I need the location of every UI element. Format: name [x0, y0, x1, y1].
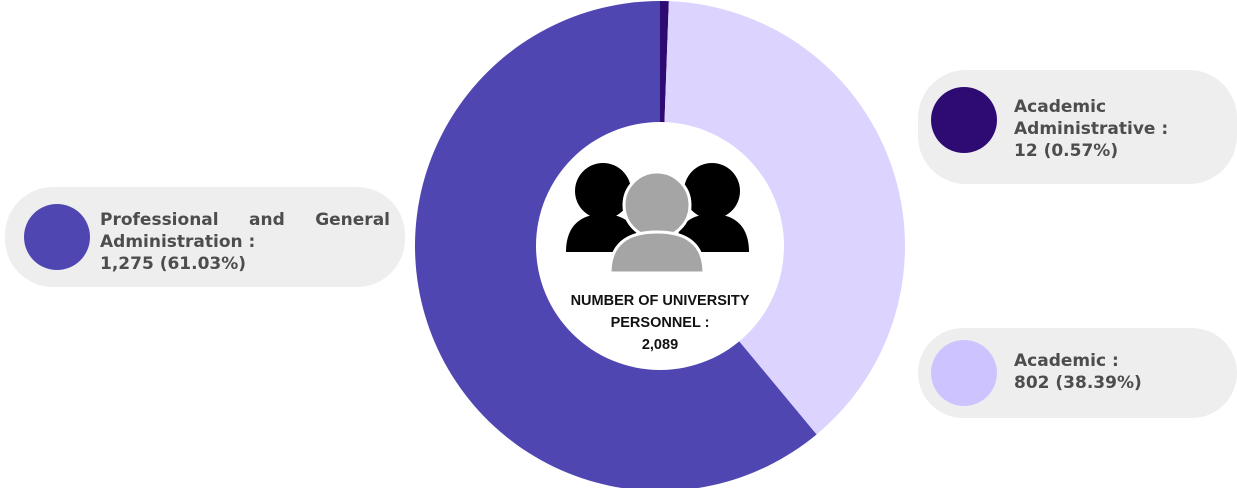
legend-item-academic: Academic : 802 (38.39%): [918, 328, 1237, 418]
center-total-label: NUMBER OF UNIVERSITY PERSONNEL :: [570, 293, 750, 331]
center-total-value: 2,089: [641, 337, 679, 353]
people-group-icon: [566, 163, 749, 275]
legend-swatch-professional-general-administration: [24, 204, 90, 270]
legend-label-academic-administrative: Academic Administrative : 12 (0.57%): [1014, 97, 1169, 161]
legend-item-professional-general-administration: Professional and General Administration …: [5, 187, 405, 287]
center-total: NUMBER OF UNIVERSITY PERSONNEL : 2,089: [536, 290, 784, 356]
legend-label-academic: Academic : 802 (38.39%): [1014, 351, 1142, 393]
legend-item-academic-administrative: Academic Administrative : 12 (0.57%): [918, 70, 1237, 184]
legend-swatch-academic: [931, 340, 997, 406]
slice-academic: [660, 1, 905, 435]
legend-swatch-academic-administrative: [931, 87, 997, 153]
legend-label-professional-general-administration: Professional and General Administration …: [100, 210, 390, 274]
